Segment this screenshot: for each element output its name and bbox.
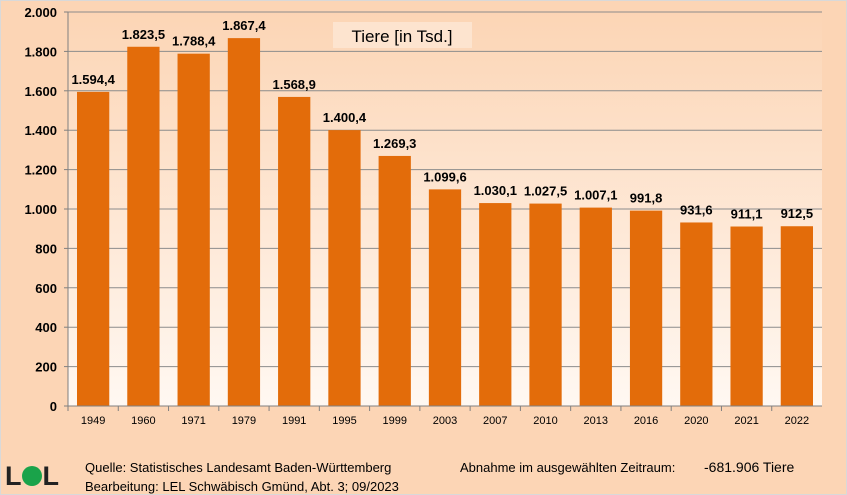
y-tick-label: 800 xyxy=(35,241,57,256)
x-tick-label: 2022 xyxy=(785,415,809,427)
y-tick-label: 1.200 xyxy=(24,163,57,178)
data-label: 1.027,5 xyxy=(524,184,567,199)
data-label: 1.269,3 xyxy=(373,136,416,151)
data-label: 912,5 xyxy=(781,206,814,221)
decline-label: Abnahme im ausgewählten Zeitraum: xyxy=(460,460,676,475)
data-label: 1.099,6 xyxy=(423,169,466,184)
x-tick-label: 2007 xyxy=(483,415,507,427)
data-label: 1.568,9 xyxy=(273,77,316,92)
bar xyxy=(227,38,261,407)
edit-text: Bearbeitung: LEL Schwäbisch Gmünd, Abt. … xyxy=(85,479,399,494)
y-tick-label: 600 xyxy=(35,281,57,296)
bar xyxy=(127,46,160,406)
data-label: 1.030,1 xyxy=(474,183,517,198)
x-tick-label: 2003 xyxy=(433,415,457,427)
bar xyxy=(77,91,110,406)
bar xyxy=(428,189,462,406)
y-tick-label: 1.800 xyxy=(24,44,57,59)
y-tick-label: 0 xyxy=(50,399,57,414)
data-label: 1.823,5 xyxy=(122,27,165,42)
data-label: 1.594,4 xyxy=(71,72,115,87)
x-tick-label: 1991 xyxy=(282,415,306,427)
data-label: 931,6 xyxy=(680,202,713,217)
bar xyxy=(479,203,512,406)
data-label: 1.400,4 xyxy=(323,110,367,125)
bar xyxy=(780,226,813,406)
x-tick-label: 2020 xyxy=(684,415,708,427)
data-label: 1.788,4 xyxy=(172,34,216,49)
source-text: Quelle: Statistisches Landesamt Baden-Wü… xyxy=(85,460,392,475)
x-tick-label: 2016 xyxy=(634,415,658,427)
data-label: 1.007,1 xyxy=(574,188,617,203)
x-tick-label: 2021 xyxy=(734,415,758,427)
bar xyxy=(278,96,311,406)
y-tick-label: 1.000 xyxy=(24,202,57,217)
bar xyxy=(328,130,361,406)
bar xyxy=(529,203,562,406)
bar xyxy=(680,222,713,406)
y-tick-label: 400 xyxy=(35,320,57,335)
x-tick-label: 2013 xyxy=(584,415,608,427)
bar xyxy=(730,226,763,406)
bar xyxy=(629,210,663,406)
bar xyxy=(579,207,612,406)
x-tick-label: 1960 xyxy=(131,415,155,427)
y-tick-label: 200 xyxy=(35,360,57,375)
x-tick-label: 1971 xyxy=(181,415,205,427)
x-tick-label: 2010 xyxy=(533,415,557,427)
x-tick-label: 1999 xyxy=(382,415,406,427)
x-tick-label: 1979 xyxy=(232,415,256,427)
bar xyxy=(378,155,411,406)
y-tick-label: 2.000 xyxy=(24,5,57,20)
x-tick-label: 1949 xyxy=(81,415,105,427)
y-tick-label: 1.600 xyxy=(24,84,57,99)
decline-value: -681.906 Tiere xyxy=(704,459,795,475)
chart-title-box xyxy=(333,22,472,48)
data-label: 991,8 xyxy=(630,191,663,206)
bar xyxy=(177,53,210,406)
chart-title: Tiere [in Tsd.] xyxy=(351,27,452,46)
data-label: 1.867,4 xyxy=(222,18,266,33)
x-tick-label: 1995 xyxy=(332,415,356,427)
y-tick-label: 1.400 xyxy=(24,123,57,138)
data-label: 911,1 xyxy=(731,207,763,222)
